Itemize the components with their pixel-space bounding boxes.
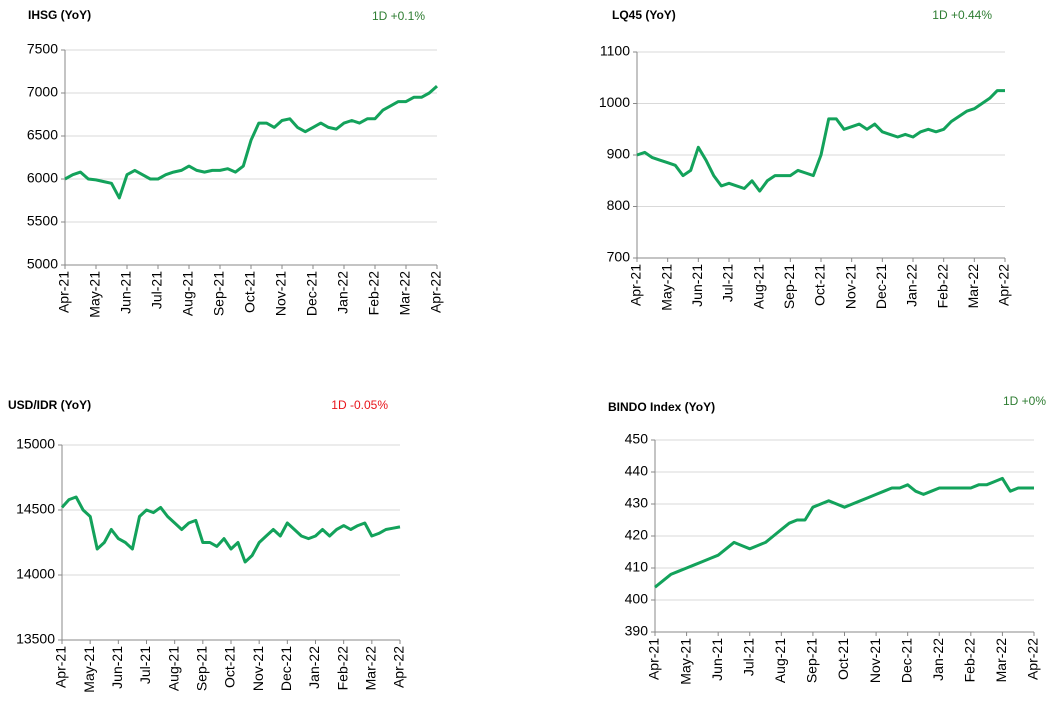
x-tick-label: Apr-22	[996, 264, 1012, 306]
y-tick-label: 410	[625, 559, 649, 575]
x-tick-label: Aug-21	[750, 264, 766, 309]
y-tick-label: 900	[607, 146, 631, 162]
x-tick-label: Jun-21	[118, 271, 134, 314]
line	[654, 476, 1034, 589]
y-tick-label: 700	[607, 249, 631, 265]
x-tick-label: Jul-21	[149, 271, 165, 309]
y-tick-label: 400	[625, 591, 649, 607]
x-tick-label: Aug-21	[180, 271, 196, 316]
x-tick-label: Feb-22	[962, 638, 978, 683]
chart-title: IHSG (YoY)	[28, 8, 91, 22]
y-tick-label: 7500	[27, 41, 58, 57]
x-tick-label: Feb-22	[934, 264, 950, 309]
x-tick-label: Sep-21	[194, 646, 210, 691]
x-tick-label: Apr-22	[428, 271, 444, 313]
line	[636, 89, 1005, 193]
x-tick-label: May-21	[677, 638, 693, 685]
chart-title: BINDO Index (YoY)	[608, 400, 715, 414]
line	[64, 84, 439, 200]
x-tick-label: Aug-21	[165, 646, 181, 691]
x-tick-label: Jun-21	[109, 646, 125, 689]
y-tick-label: 13500	[16, 631, 55, 647]
x-tick-label: Mar-22	[993, 638, 1009, 683]
x-tick-label: Jul-21	[720, 264, 736, 302]
y-tick-label: 420	[625, 527, 649, 543]
y-tick-label: 15000	[16, 436, 55, 452]
y-tick-label: 1100	[600, 43, 630, 59]
x-tick-label: Nov-21	[867, 638, 883, 683]
y-tick-label: 7000	[27, 84, 58, 100]
y-tick-label: 14000	[16, 566, 55, 582]
annotation: 1D +0%	[1003, 394, 1046, 408]
x-tick-label: Apr-22	[391, 646, 407, 688]
x-tick-label: Sep-21	[211, 271, 227, 316]
x-tick-label: Jun-21	[689, 264, 705, 307]
x-tick-label: Dec-21	[304, 271, 320, 316]
y-tick-label: 6500	[27, 127, 58, 143]
x-tick-label: Jan-22	[904, 264, 920, 307]
y-tick-label: 800	[607, 197, 631, 213]
x-tick-label: May-21	[87, 271, 103, 318]
x-tick-label: Jan-22	[335, 271, 351, 314]
chart-title: USD/IDR (YoY)	[8, 398, 91, 412]
x-tick-label: Feb-22	[334, 646, 350, 691]
x-tick-label: Nov-21	[842, 264, 858, 309]
x-tick-label: Sep-21	[804, 638, 820, 683]
y-tick-label: 390	[625, 623, 649, 639]
x-tick-label: Dec-21	[278, 646, 294, 691]
x-tick-label: Oct-21	[835, 638, 851, 680]
y-tick-label: 1000	[599, 94, 630, 110]
x-tick-label: Oct-21	[812, 264, 828, 306]
x-tick-label: Oct-21	[222, 646, 238, 688]
x-tick-label: Mar-22	[965, 264, 981, 309]
y-tick-label: 14500	[16, 501, 55, 517]
y-tick-label: 440	[625, 463, 649, 479]
x-tick-label: Apr-21	[646, 638, 662, 680]
x-tick-label: Feb-22	[366, 271, 382, 316]
x-tick-label: Dec-21	[898, 638, 914, 683]
x-tick-label: Jan-22	[930, 638, 946, 681]
x-tick-label: Jan-22	[306, 646, 322, 689]
x-tick-label: Nov-21	[273, 271, 289, 316]
x-tick-label: Apr-21	[56, 271, 72, 313]
y-tick-label: 6000	[27, 170, 58, 186]
x-tick-label: Aug-21	[772, 638, 788, 683]
x-tick-label: Jun-21	[709, 638, 725, 681]
x-tick-label: Sep-21	[781, 264, 797, 309]
x-tick-label: Apr-21	[53, 646, 69, 688]
x-tick-label: Nov-21	[250, 646, 266, 691]
y-tick-label: 5000	[27, 256, 58, 272]
x-tick-label: Apr-22	[1025, 638, 1041, 680]
annotation: 1D -0.05%	[331, 398, 388, 412]
x-tick-label: May-21	[81, 646, 97, 693]
y-tick-label: 5500	[27, 213, 58, 229]
y-tick-label: 430	[625, 495, 649, 511]
x-tick-label: May-21	[658, 264, 674, 311]
annotation: 1D +0.44%	[932, 8, 992, 22]
x-tick-label: Oct-21	[242, 271, 258, 313]
line	[60, 495, 401, 564]
x-tick-label: Jul-21	[137, 646, 153, 684]
x-tick-label: Apr-21	[628, 264, 644, 306]
x-tick-label: Mar-22	[363, 646, 379, 691]
x-tick-label: Jul-21	[740, 638, 756, 676]
chart-title: LQ45 (YoY)	[612, 8, 676, 22]
x-tick-label: Mar-22	[397, 271, 413, 316]
x-tick-label: Dec-21	[873, 264, 889, 309]
y-tick-label: 450	[625, 431, 649, 447]
annotation: 1D +0.1%	[372, 9, 425, 23]
